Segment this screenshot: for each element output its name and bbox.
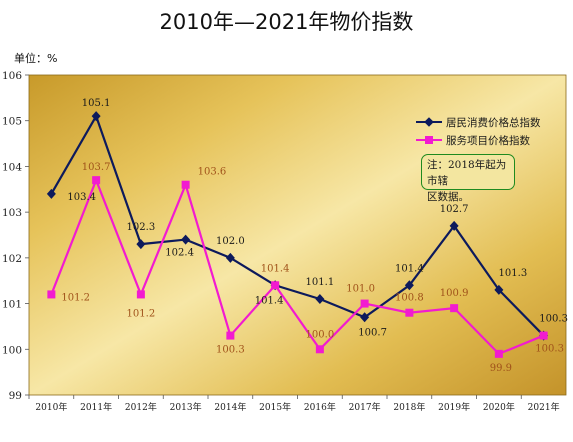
- data-point-cpi: [225, 252, 235, 263]
- x-tick-label: 2016年: [304, 401, 336, 413]
- y-tick-label: 105: [2, 116, 22, 128]
- data-point-cpi: [181, 234, 191, 245]
- legend-label-service: 服务项目价格指数: [446, 134, 530, 147]
- data-point-service: [405, 308, 414, 317]
- data-label: 103.7: [82, 162, 111, 173]
- data-point-service: [136, 290, 145, 299]
- data-point-service: [92, 176, 101, 185]
- data-label: 103.4: [67, 192, 96, 203]
- data-label: 100.0: [306, 329, 335, 340]
- data-label: 101.1: [306, 277, 335, 288]
- unit-label: 单位：%: [14, 52, 58, 65]
- annotation-note: 注：2018年起为市辖 区数据。: [421, 154, 515, 203]
- data-point-cpi: [91, 111, 101, 122]
- y-tick-label: 102: [2, 253, 22, 265]
- series-markers: [46, 111, 549, 358]
- data-label: 101.2: [127, 308, 156, 319]
- data-point-cpi: [494, 284, 504, 295]
- x-tick-label: 2015年: [259, 401, 291, 413]
- data-point-cpi: [315, 294, 325, 304]
- x-tick-label: 2012年: [125, 401, 157, 413]
- x-tick-label: 2011年: [80, 401, 112, 413]
- x-tick-label: 2020年: [483, 401, 515, 413]
- legend-item-cpi: 居民消费价格总指数: [416, 113, 566, 131]
- data-label: 102.0: [216, 236, 245, 247]
- data-point-service: [450, 304, 459, 313]
- data-label: 100.7: [358, 327, 387, 338]
- data-point-cpi: [360, 312, 370, 323]
- data-label: 101.4: [255, 295, 284, 306]
- annotation-line-1: 注：2018年起为市辖: [427, 159, 507, 187]
- data-label: 100.3: [216, 345, 245, 356]
- data-label: 101.4: [261, 263, 290, 274]
- data-point-service: [315, 345, 324, 354]
- x-tick-label: 2017年: [349, 401, 381, 413]
- data-point-service: [226, 331, 235, 340]
- data-point-cpi: [136, 239, 146, 250]
- data-label: 103.6: [198, 167, 227, 178]
- data-point-service: [271, 281, 280, 290]
- y-tick-label: 104: [2, 161, 22, 173]
- data-label: 101.2: [61, 292, 90, 303]
- x-tick-label: 2021年: [528, 401, 560, 413]
- data-label: 105.1: [82, 98, 111, 109]
- data-point-cpi: [46, 188, 56, 199]
- data-point-service: [539, 331, 548, 340]
- legend-swatch-service: [416, 135, 442, 145]
- x-tick-label: 2013年: [170, 401, 202, 413]
- data-label: 100.8: [395, 293, 424, 304]
- annotation-line-2: 区数据。: [427, 191, 469, 203]
- y-tick-label: 101: [2, 299, 22, 311]
- data-point-service: [47, 290, 56, 299]
- y-tick-label: 100: [2, 344, 22, 356]
- data-point-cpi: [404, 280, 414, 291]
- y-tick-label: 103: [2, 207, 22, 219]
- legend-label-cpi: 居民消费价格总指数: [446, 116, 541, 129]
- y-tick-label: 106: [2, 70, 22, 82]
- data-point-service: [181, 180, 190, 189]
- data-label: 102.3: [127, 222, 156, 233]
- data-label: 100.3: [535, 344, 564, 355]
- axes: 99 100 101 102 103 104 105 106 2010年 2011年 2012年 20…: [2, 70, 560, 413]
- data-point-cpi: [449, 220, 459, 231]
- x-tick-label: 2019年: [438, 401, 470, 413]
- data-label: 100.3: [539, 314, 568, 325]
- data-label: 101.4: [395, 263, 424, 274]
- y-tick-label: 99: [9, 390, 22, 402]
- data-label: 99.9: [490, 363, 512, 374]
- legend-item-service: 服务项目价格指数: [416, 131, 566, 149]
- data-point-service: [494, 349, 503, 358]
- data-point-service: [360, 299, 369, 308]
- data-labels: 103.4 105.1 102.3 102.4 102.0 101.4 101.1 100.7…: [61, 98, 568, 374]
- data-label: 102.7: [440, 204, 469, 215]
- x-tick-label: 2018年: [393, 401, 425, 413]
- legend: 居民消费价格总指数 服务项目价格指数: [416, 113, 566, 149]
- x-tick-label: 2014年: [214, 401, 246, 413]
- series-lines: [50, 113, 545, 356]
- data-label: 101.3: [499, 268, 528, 279]
- series-line-0: [50, 113, 545, 337]
- data-label: 102.4: [165, 248, 194, 259]
- legend-swatch-cpi: [416, 117, 442, 127]
- data-label: 101.0: [346, 284, 375, 295]
- chart-title: 2010年—2021年物价指数: [159, 10, 414, 34]
- data-label: 100.9: [440, 288, 469, 299]
- series-line-1: [50, 177, 545, 356]
- x-tick-label: 2010年: [35, 401, 67, 413]
